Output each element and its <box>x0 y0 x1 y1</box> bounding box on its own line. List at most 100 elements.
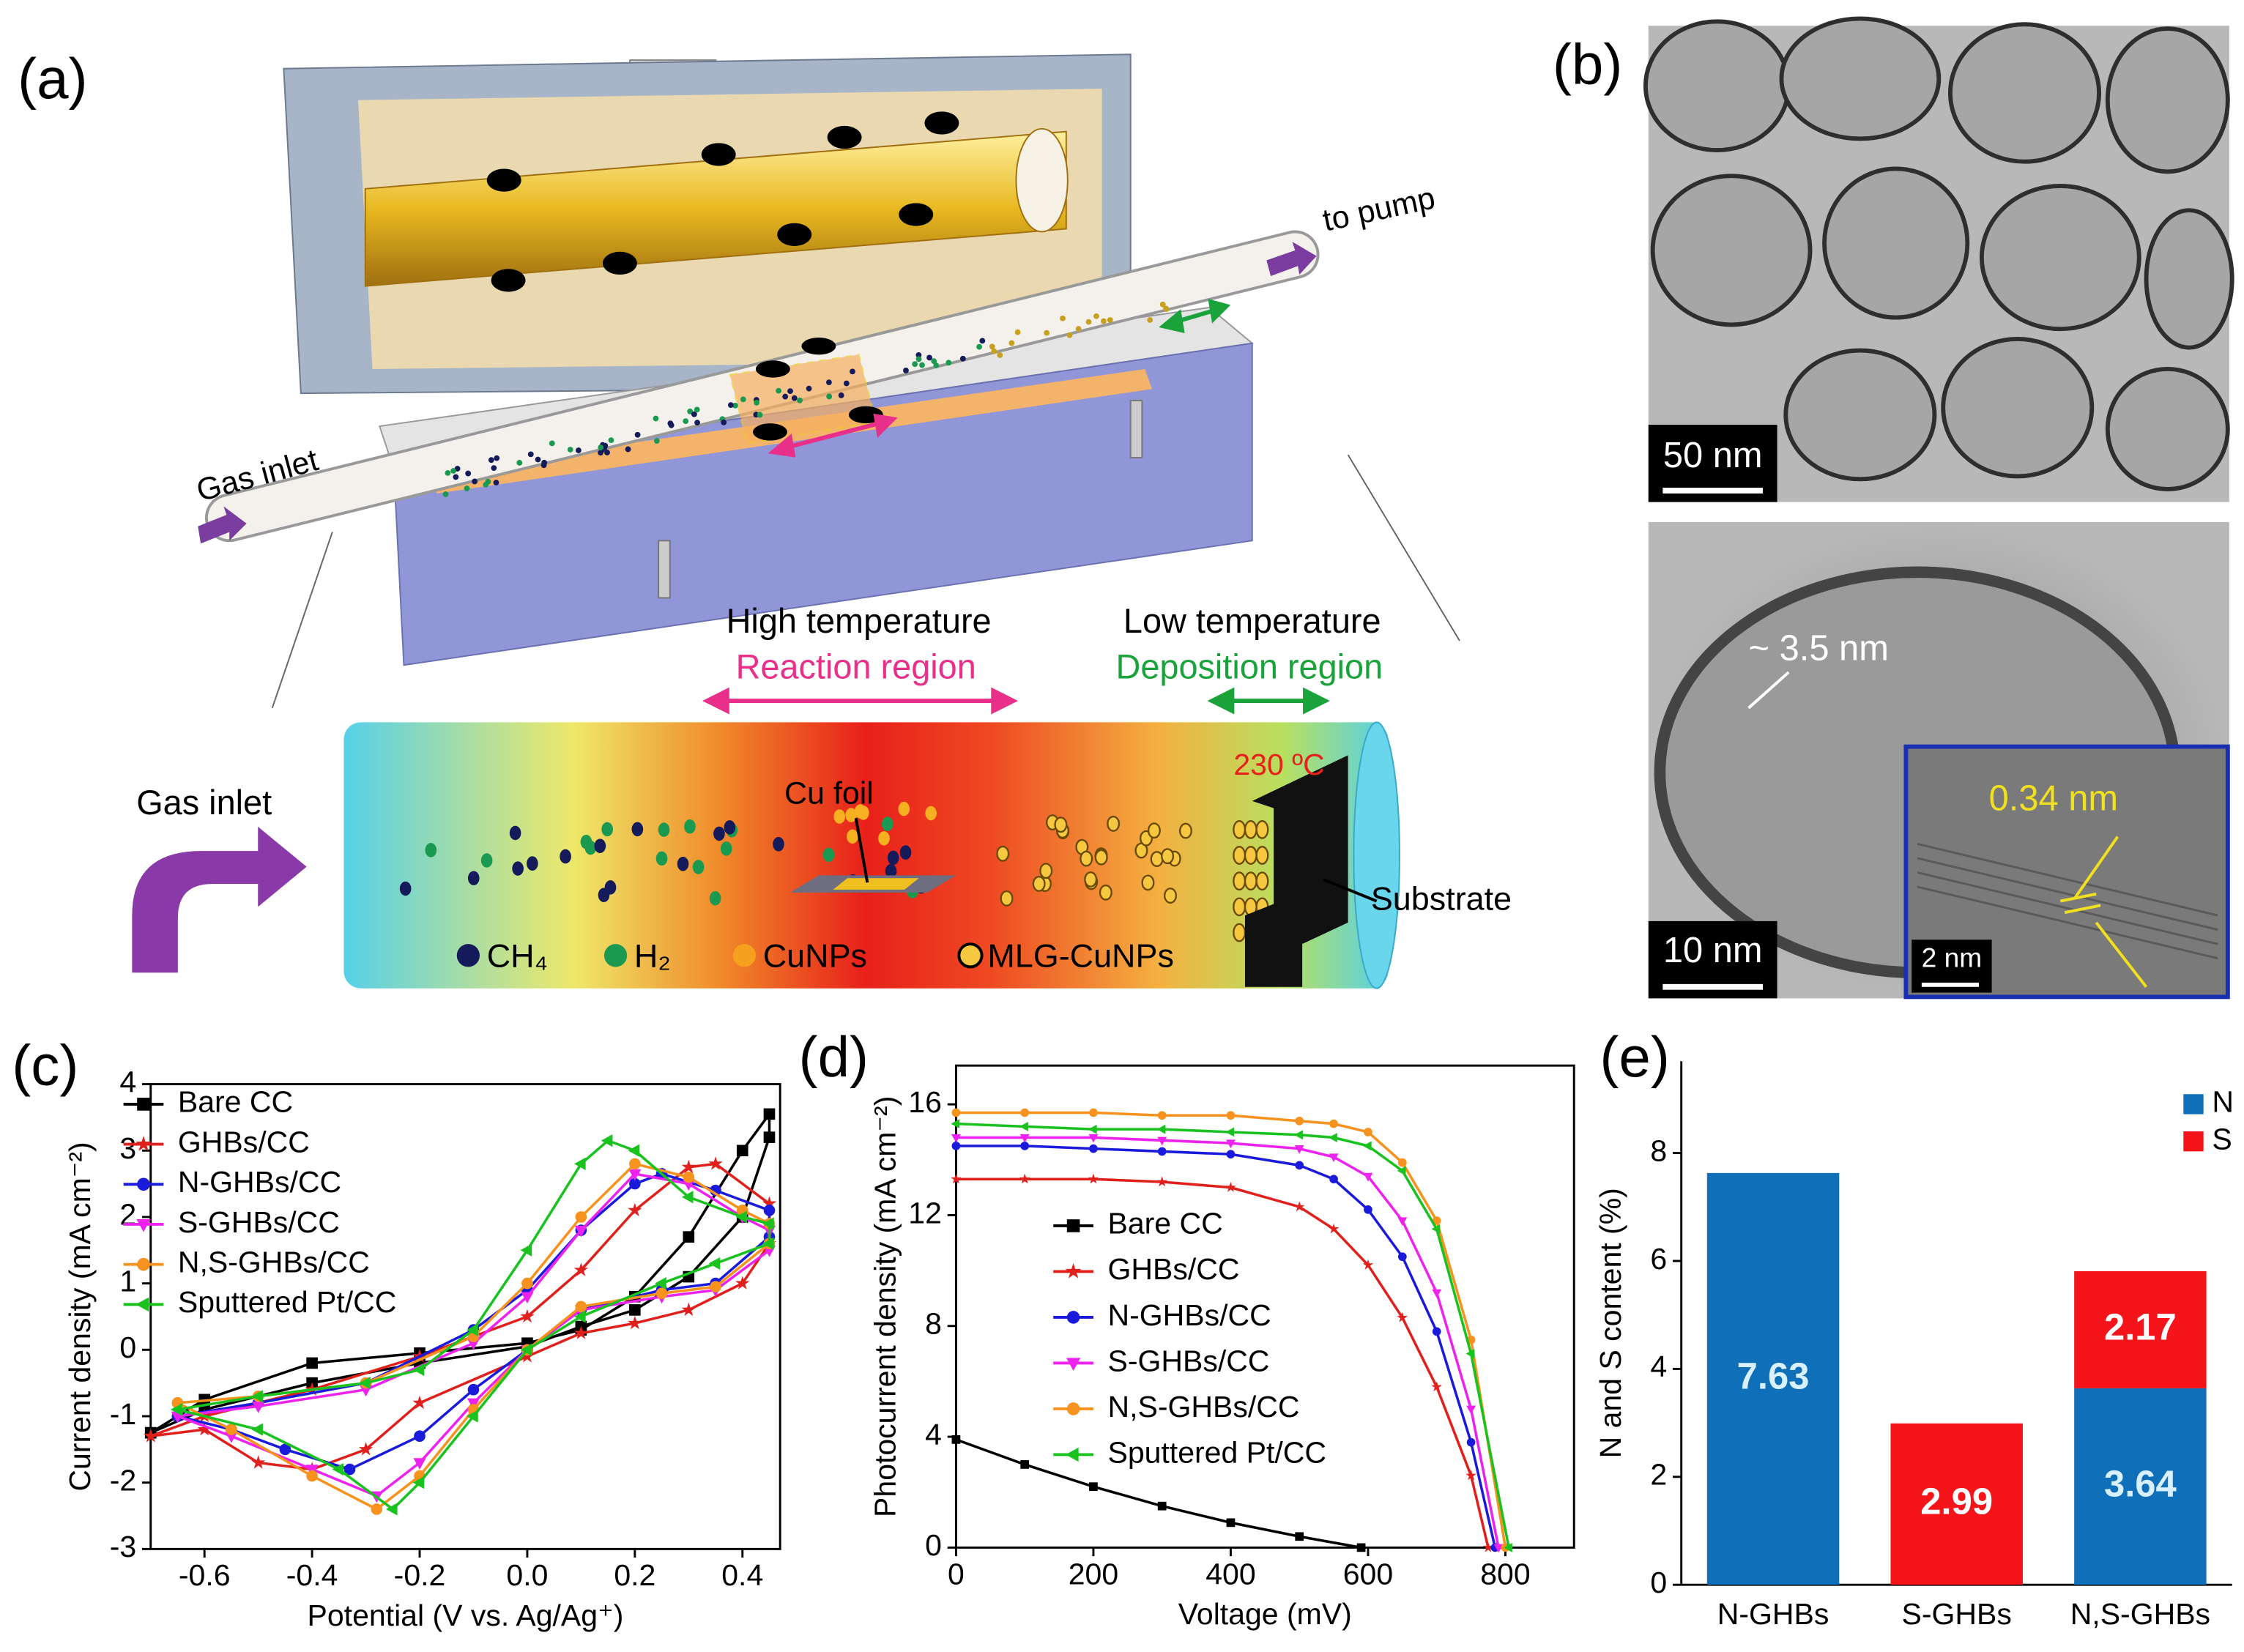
molecule-dot <box>1163 306 1170 312</box>
cu-dot <box>925 805 937 821</box>
legend-marker <box>1066 1447 1079 1462</box>
marker <box>601 1134 613 1147</box>
molecule-dot <box>598 444 604 451</box>
panel-label: (e) <box>1600 1024 1669 1089</box>
x-tick-label: N,S-GHBs <box>2070 1597 2210 1631</box>
series-line <box>956 1111 1507 1548</box>
marker <box>467 1323 478 1336</box>
molecule-dot <box>1075 326 1082 332</box>
marker <box>306 1470 318 1482</box>
marker <box>1397 1311 1408 1322</box>
molecule-dot <box>453 474 459 480</box>
molecule-dot <box>825 379 832 386</box>
cu-dot <box>858 805 869 820</box>
marker <box>710 1281 721 1292</box>
marker <box>1466 1437 1476 1447</box>
diagram-label: Deposition region <box>1115 647 1383 685</box>
marker <box>1431 1224 1441 1234</box>
value-label: 3.64 <box>2104 1462 2177 1504</box>
marker <box>683 1171 695 1183</box>
marker <box>412 1363 425 1377</box>
y-tick-label: -3 <box>110 1530 136 1563</box>
marker <box>1156 1124 1166 1134</box>
molecule-dot <box>694 406 700 413</box>
marker <box>521 1292 534 1304</box>
marker <box>467 1338 480 1350</box>
x-tick-label: 600 <box>1343 1557 1393 1590</box>
mlg-dot <box>1233 819 1247 839</box>
molecule-dot <box>1044 330 1050 336</box>
marker <box>1088 1124 1097 1134</box>
cu-dot <box>845 808 857 822</box>
plot-frame <box>149 1083 781 1550</box>
marker <box>628 1202 642 1217</box>
molecule-dot <box>601 822 613 837</box>
marker <box>573 1325 589 1339</box>
molecule-dot <box>732 402 738 409</box>
molecule-dot <box>467 871 480 886</box>
molecule-dot <box>598 888 610 902</box>
molecule-dot <box>1066 332 1073 338</box>
y-tick-label: 8 <box>1650 1134 1667 1167</box>
marker <box>1432 1327 1441 1336</box>
molecule-dot <box>575 447 582 453</box>
y-axis-label: Current density (mA cm⁻²) <box>63 1142 97 1491</box>
marker <box>681 1191 694 1204</box>
marker <box>414 1430 426 1443</box>
y-axis-label: Photocurrent density (mA cm⁻²) <box>868 1096 902 1517</box>
legend-label: S-GHBs/CC <box>1107 1344 1269 1377</box>
marker <box>683 1231 695 1243</box>
marker <box>1157 1501 1167 1511</box>
molecule-dot <box>527 451 534 458</box>
x-tick-label: 800 <box>1480 1557 1530 1590</box>
molecule-dot <box>653 438 660 444</box>
panel-label: (b) <box>1553 31 1622 96</box>
legend-label: CuNPs <box>763 937 867 975</box>
marker <box>1020 1142 1030 1150</box>
molecule-dot <box>1014 329 1021 335</box>
panel-label: (d) <box>799 1024 869 1089</box>
marker <box>1226 1518 1236 1528</box>
tem-images <box>1643 16 2234 1000</box>
marker <box>250 1455 266 1469</box>
cu-dot <box>847 829 858 844</box>
molecule-dot <box>655 851 668 866</box>
y-tick-label: 16 <box>908 1085 942 1119</box>
scale-label: 50 nm <box>1663 436 1763 475</box>
molecule-dot <box>797 397 803 403</box>
marker <box>252 1402 265 1413</box>
marker <box>574 1225 587 1238</box>
marker <box>1432 1289 1442 1298</box>
molecule-dot <box>806 385 812 392</box>
marker <box>251 1390 263 1403</box>
molecule-dot <box>541 459 548 466</box>
molecule-dot <box>740 396 746 403</box>
y-tick-label: 12 <box>908 1196 942 1229</box>
y-tick-label: 2 <box>1650 1458 1667 1492</box>
marker <box>1482 1541 1494 1552</box>
legend-marker <box>137 1098 150 1111</box>
series <box>951 1108 1510 1552</box>
panel-label: (a) <box>18 46 87 111</box>
mlg-dot <box>1233 846 1247 865</box>
mlg-dot <box>1255 871 1269 891</box>
mlg-dot <box>1255 819 1269 839</box>
molecule-dot <box>442 491 449 497</box>
x-tick-label: -0.4 <box>286 1558 338 1592</box>
series <box>171 1134 774 1516</box>
plot-frame <box>954 1064 1575 1549</box>
mlg-dot <box>1032 875 1046 892</box>
mlg-dot <box>1094 849 1108 866</box>
marker <box>1020 1460 1030 1469</box>
legend-marker <box>135 1297 149 1312</box>
molecule-dot <box>931 358 937 365</box>
marker <box>1397 1166 1406 1176</box>
y-tick-label: 1 <box>119 1264 136 1298</box>
molecule-dot <box>516 460 523 466</box>
molecule-dot <box>465 470 472 477</box>
legend-marker <box>1066 1402 1080 1415</box>
marker <box>573 1262 589 1276</box>
marker <box>1020 1108 1030 1117</box>
bar <box>1890 1423 2023 1585</box>
marker <box>1294 1145 1304 1154</box>
